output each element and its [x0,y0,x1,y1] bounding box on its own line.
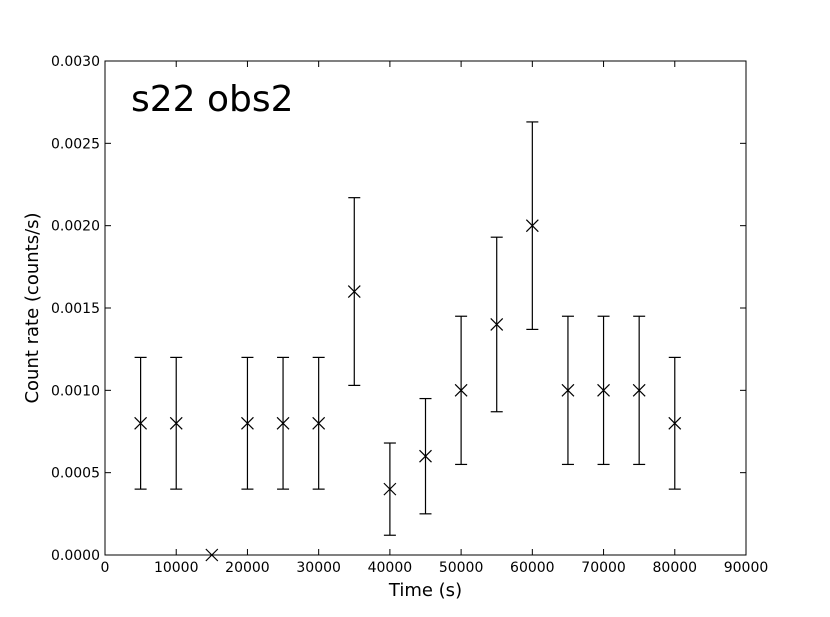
data-point [312,356,326,490]
data-point [454,315,468,466]
data-point [276,356,290,490]
plot-annotation: s22 obs2 [131,79,294,120]
x-marker-stroke [312,416,326,430]
x-tick-label: 30000 [296,560,341,576]
y-tick-label: 0.0010 [51,383,100,399]
x-marker-stroke [490,318,504,331]
x-tick-label: 80000 [653,560,698,576]
data-point [597,315,610,466]
x-tick-label: 40000 [368,560,413,576]
y-axis-label: Count rate (counts/s) [22,212,43,403]
x-marker-stroke [525,219,539,233]
x-marker-stroke [632,383,646,397]
x-marker-stroke [383,482,397,496]
x-tick-label: 50000 [439,560,484,576]
x-tick-label: 60000 [510,560,555,576]
x-axis-label: Time (s) [388,580,462,601]
x-marker-stroke [561,383,575,397]
x-tick-label: 0 [101,560,110,576]
data-points [134,121,682,562]
data-point [419,397,432,515]
y-tick-label: 0.0025 [51,136,100,152]
data-point [241,356,254,490]
x-marker-stroke [454,383,468,397]
x-tick-label: 20000 [225,560,270,576]
data-point [490,236,504,413]
x-marker-stroke [169,416,183,430]
x-tick-label: 90000 [724,560,769,576]
data-point [383,442,397,536]
y-tick-label: 0.0000 [51,548,100,564]
data-point [632,315,646,466]
ticks: 0 10000 20000 30000 40000 50000 60000 70000 8000… [51,54,768,576]
y-tick-label: 0.0020 [51,219,100,235]
data-point [668,356,682,490]
x-marker-stroke [419,449,432,463]
x-marker-stroke [668,416,682,430]
x-tick-label: 10000 [154,560,199,576]
x-tick-label: 70000 [581,560,626,576]
data-point [134,356,148,490]
data-point [525,121,539,331]
x-marker-stroke [597,383,610,397]
y-tick-label: 0.0005 [51,466,100,482]
plot-frame [104,60,747,556]
x-marker-stroke [241,416,254,430]
data-point [561,315,575,466]
data-point [347,197,361,386]
y-tick-label: 0.0015 [51,301,100,317]
y-tick-label: 0.0030 [51,54,100,70]
x-marker-stroke [134,416,148,430]
data-point [169,356,183,490]
x-marker-stroke [276,416,290,430]
x-marker-stroke [347,285,361,298]
